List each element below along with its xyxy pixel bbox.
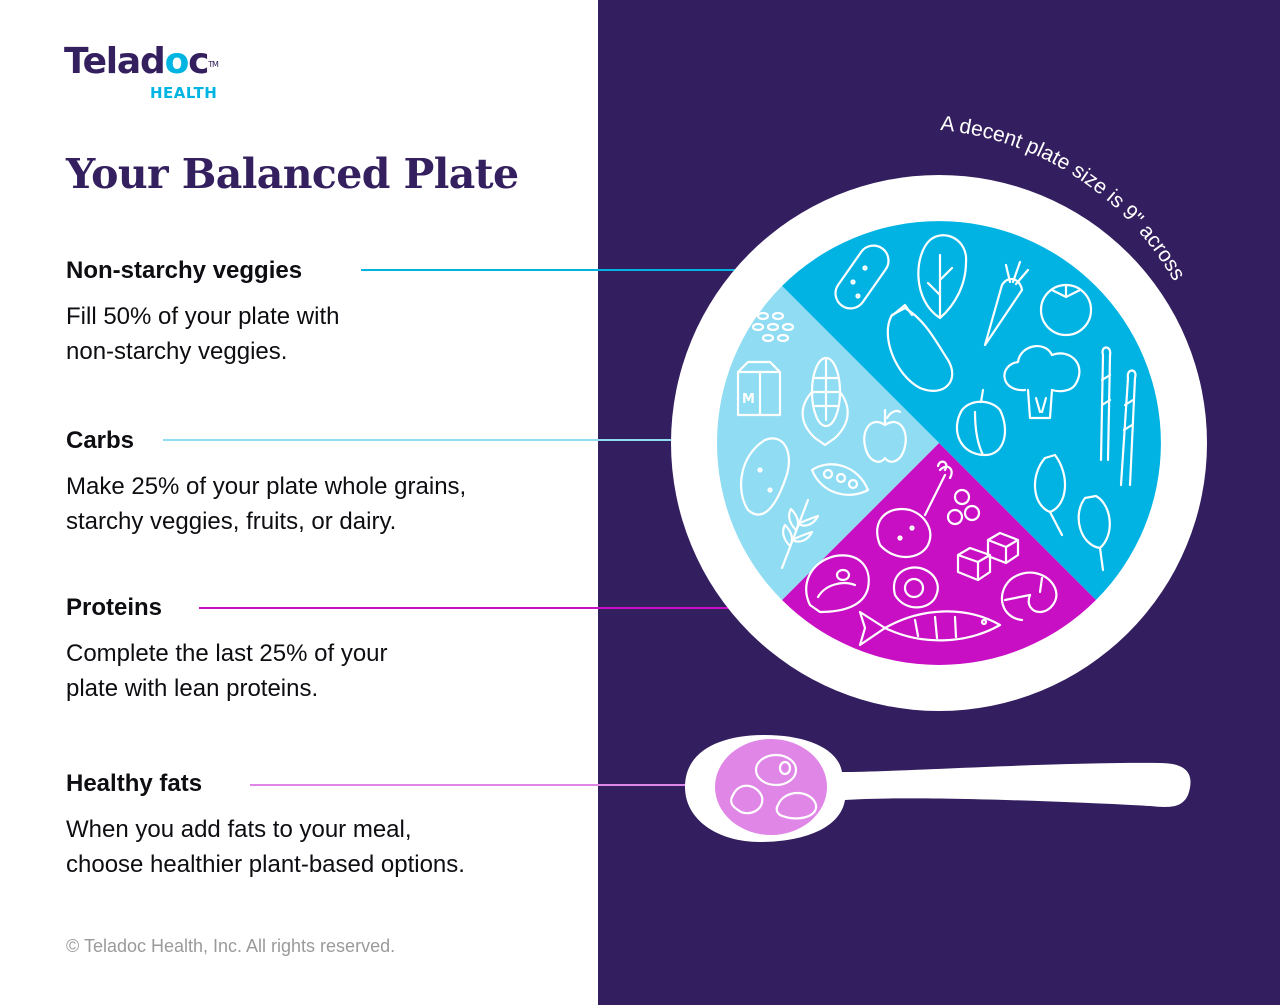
plate-sector-veggies (782, 221, 1161, 600)
copyright: © Teladoc Health, Inc. All rights reserv… (66, 936, 396, 956)
lettuce-icon (917, 234, 968, 320)
section-fats: Healthy fats When you add fats to your m… (66, 769, 566, 882)
logo-wordmark: TeladocTM (64, 40, 219, 87)
teladoc-logo: TeladocTM HEALTH (64, 40, 219, 102)
pepper-icon (955, 388, 1007, 457)
logo-trademark: TM (208, 60, 219, 69)
logo-health: HEALTH (150, 84, 218, 102)
tomato-icon (1039, 283, 1093, 337)
logo-text-2: c (188, 41, 209, 82)
leader-line-proteins (199, 607, 795, 609)
section-title: Healthy fats (66, 770, 203, 797)
carrot-icon (983, 260, 1030, 347)
corn-icon (801, 356, 849, 447)
section-carbs: Carbs Make 25% of your plate whole grain… (66, 426, 566, 539)
section-body: Fill 50% of your plate with non-starchy … (66, 303, 340, 365)
fish-icon (858, 610, 1002, 647)
nuts-icon (730, 753, 818, 820)
milk-letter: M (742, 392, 755, 407)
section-proteins: Proteins Complete the last 25% of your p… (66, 593, 566, 706)
broccoli-icon (1003, 345, 1081, 420)
spinach-icon (1033, 453, 1111, 572)
section-title: Non-starchy veggies (66, 257, 303, 284)
section-title: Proteins (66, 594, 163, 621)
logo-text-1: Telad (64, 41, 166, 82)
leader-line-carbs (163, 439, 723, 441)
logo-o: o (164, 41, 190, 82)
steak-icon (805, 554, 870, 614)
spoon (685, 735, 1191, 842)
apple-icon (863, 408, 907, 463)
leader-line-fats (250, 784, 720, 786)
drumstick-icon (876, 460, 953, 559)
shrimp-icon (1000, 571, 1058, 622)
section-body: Complete the last 25% of your plate with… (66, 640, 388, 702)
wheat-icon (780, 498, 820, 570)
section-body: Make 25% of your plate whole grains, sta… (66, 473, 467, 535)
section-veggies: Non-starchy veggies Fill 50% of your pla… (66, 256, 566, 369)
milk-carton-icon: M (736, 360, 782, 417)
plate-sector-proteins (782, 443, 1096, 665)
section-body: When you add fats to your meal, choose h… (66, 816, 465, 878)
rice-icon (751, 311, 795, 343)
eggplant-icon (886, 303, 954, 392)
healthy-fats-bowl (715, 739, 827, 835)
beans-icon (946, 488, 981, 526)
section-title: Carbs (66, 427, 135, 454)
asparagus-icon (1099, 346, 1137, 487)
pea-pod-icon (810, 463, 870, 496)
potato-icon (740, 437, 790, 516)
tofu-icon (956, 531, 1020, 582)
egg-icon (892, 566, 939, 609)
leader-line-veggies (361, 269, 806, 271)
page-title: Your Balanced Plate (66, 150, 519, 198)
cucumber-icon (834, 244, 890, 310)
